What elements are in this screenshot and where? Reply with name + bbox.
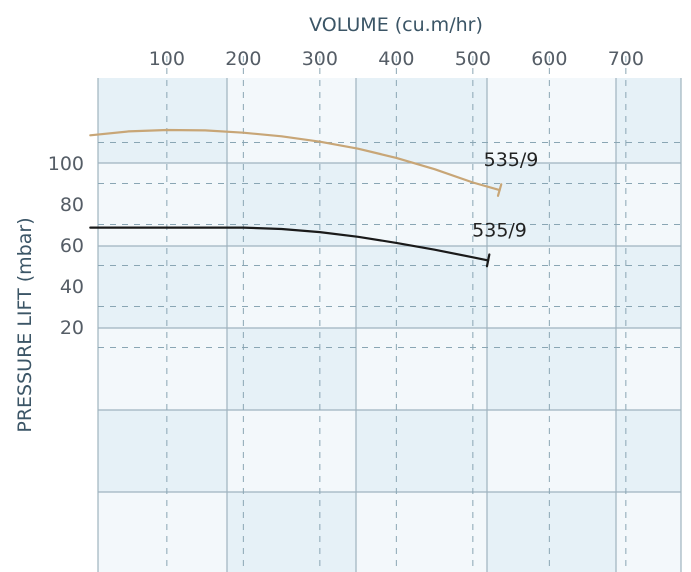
series-end-cap	[485, 253, 491, 268]
band-cell	[487, 163, 616, 246]
band-cell	[356, 163, 487, 246]
x-tick-label: 200	[225, 48, 261, 70]
series-line	[89, 226, 490, 262]
band-cell	[356, 492, 487, 572]
band-cell	[616, 492, 681, 572]
x-tick-label: 600	[531, 48, 567, 70]
x-tick-label: 100	[149, 48, 185, 70]
band-cell	[98, 492, 227, 572]
band-cell	[487, 328, 616, 410]
y-tick-label: 80	[60, 194, 84, 216]
y-tick-label: 100	[48, 153, 84, 175]
band-cell	[616, 246, 681, 328]
y-tick-label: 40	[60, 276, 84, 298]
y-tick-label: 60	[60, 235, 84, 257]
band-cell	[487, 78, 616, 163]
band-cell	[227, 246, 356, 328]
band-cell	[98, 78, 227, 163]
band-cell	[98, 246, 227, 328]
band-cell	[98, 328, 227, 410]
x-axis-title: VOLUME (cu.m/hr)	[309, 14, 483, 36]
band-cell	[616, 163, 681, 246]
band-cell	[356, 410, 487, 492]
band-cell	[616, 328, 681, 410]
band-cell	[356, 328, 487, 410]
series-layer: 535/9 535/9	[89, 128, 539, 268]
series-end-cap	[496, 183, 503, 197]
x-tick-label: 700	[608, 48, 644, 70]
x-tick-label: 300	[302, 48, 338, 70]
y-axis-title: PRESSURE LIFT (mbar)	[14, 217, 36, 432]
band-cell	[98, 163, 227, 246]
band-cell	[356, 246, 487, 328]
band-cell	[227, 328, 356, 410]
band-cell	[98, 410, 227, 492]
grid	[97, 56, 682, 572]
band-cell	[227, 410, 356, 492]
band-cell	[487, 410, 616, 492]
series-label: 535/9	[472, 219, 527, 241]
band-cell	[487, 246, 616, 328]
band-cell	[616, 78, 681, 163]
y-tick-label: 20	[60, 317, 84, 339]
band-cell	[487, 492, 616, 572]
series-line	[89, 128, 501, 192]
x-tick-label: 400	[378, 48, 414, 70]
background-bands	[98, 78, 681, 572]
band-cell	[356, 78, 487, 163]
band-cell	[616, 410, 681, 492]
band-cell	[227, 492, 356, 572]
band-cell	[227, 163, 356, 246]
tick-labels: 100 200 300 400 500 600 700 20 40 60 80 100	[48, 48, 644, 339]
x-tick-label: 500	[455, 48, 491, 70]
band-cell	[227, 78, 356, 163]
series-label: 535/9	[484, 149, 539, 171]
